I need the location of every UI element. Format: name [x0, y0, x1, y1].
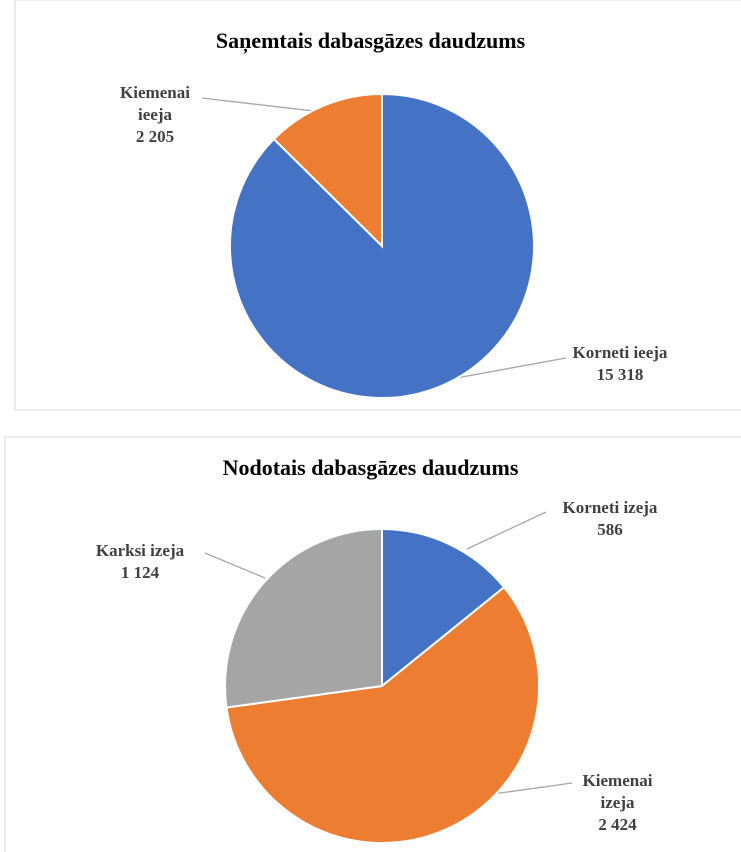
slice-name: Kiemenai ieeja	[120, 83, 190, 124]
panel	[14, 0, 741, 411]
leader-line	[466, 511, 547, 550]
panel	[4, 436, 741, 852]
slice-value: 1 124	[120, 563, 160, 582]
data-label: Kiemenai izeja 2 424	[570, 770, 665, 836]
slice-name: Kiemenai izeja	[582, 771, 653, 812]
slice-value: 2 424	[598, 815, 637, 834]
leader-line	[439, 357, 567, 382]
chart-title: Nodotais dabasgāzes daudzums	[222, 455, 519, 480]
slice-name: Korneti ieeja	[572, 343, 668, 362]
slice-value: 2 205	[135, 127, 175, 146]
pie-slice	[272, 92, 383, 249]
slice-value: 586	[597, 520, 623, 539]
slice-name: Korneti izeja	[562, 498, 658, 517]
leader-line	[201, 97, 323, 113]
slice-value: 15 318	[596, 365, 644, 384]
pie-slice	[381, 527, 506, 689]
slice-name: Karksi izeja	[95, 541, 185, 560]
data-label: Kiemenai ieeja 2 205	[110, 82, 200, 148]
data-label: Korneti izeja 586	[540, 497, 680, 541]
pie-slice	[224, 527, 383, 709]
data-label: Korneti ieeja 15 318	[570, 342, 670, 386]
chart-title: Saņemtais dabasgāzes daudzums	[215, 28, 526, 53]
pie-slice	[225, 585, 540, 844]
leader-line	[204, 552, 266, 579]
data-label: Karksi izeja 1 124	[60, 540, 220, 584]
